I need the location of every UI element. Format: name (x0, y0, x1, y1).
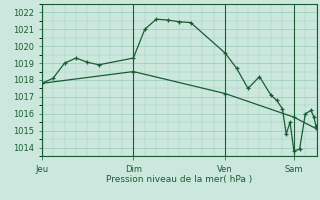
X-axis label: Pression niveau de la mer( hPa ): Pression niveau de la mer( hPa ) (106, 175, 252, 184)
